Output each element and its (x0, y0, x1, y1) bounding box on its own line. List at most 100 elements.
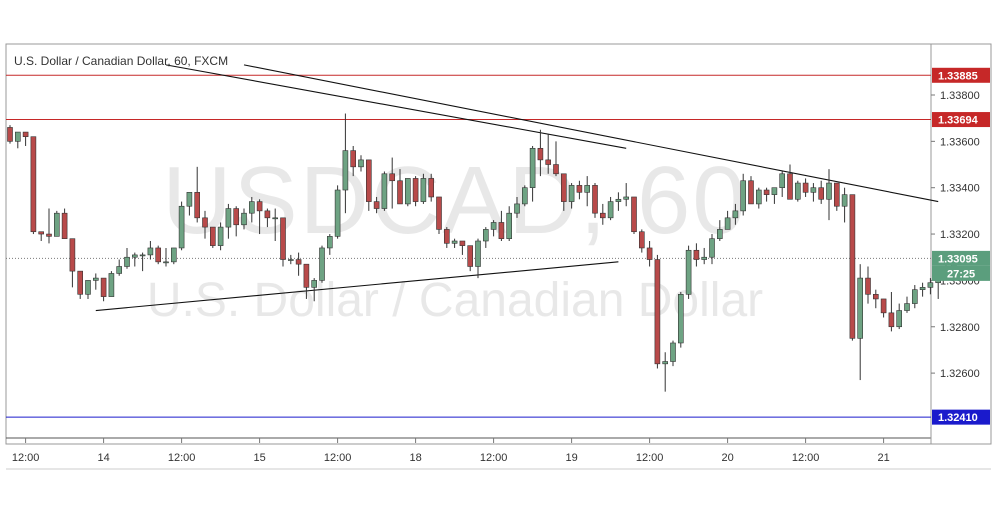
candle-body (287, 259, 294, 261)
countdown-box (932, 265, 990, 281)
candle-body (443, 229, 450, 244)
candle-body (202, 217, 208, 228)
watermark: USDCAD, 60 U.S. Dollar / Canadian Dollar (147, 147, 763, 327)
candle-body (15, 131, 21, 142)
x-tick-label: 12:00 (324, 452, 352, 464)
candle-body (857, 277, 864, 339)
candle-body (849, 194, 856, 339)
trendline (243, 64, 939, 203)
candle-body (264, 210, 271, 219)
x-tick-label: 19 (565, 452, 577, 464)
candle-body (818, 187, 825, 200)
candle-body (545, 159, 552, 165)
candle-body (623, 196, 630, 200)
candle-body (482, 229, 489, 242)
candle-body (475, 240, 481, 267)
candle-body (865, 277, 871, 295)
candle-body (911, 289, 918, 304)
x-tick-label: 12:00 (792, 452, 820, 464)
candle-body (677, 294, 684, 344)
candle-body (716, 229, 723, 239)
candle-body (599, 212, 606, 219)
candle-body (755, 189, 762, 205)
candle-body (787, 173, 793, 200)
candle-body (638, 231, 645, 249)
level-badge-label: 1.33694 (938, 115, 979, 127)
candle-body (319, 247, 325, 281)
watermark-symbol: USDCAD, 60 (162, 147, 748, 254)
candle-body (404, 178, 411, 205)
candle-body (326, 236, 333, 249)
candle-body (670, 342, 676, 362)
level-badge-box (932, 112, 990, 128)
price-scale-frame (930, 43, 992, 445)
candle-body (490, 222, 497, 230)
candle-body (459, 240, 466, 246)
candle-body (85, 280, 91, 295)
candle-body (116, 266, 122, 274)
candle-body (358, 159, 364, 168)
candle-body (537, 147, 544, 161)
candle-body (740, 180, 747, 212)
candle-body (560, 173, 567, 202)
candle-body (615, 198, 622, 202)
candle-body (521, 187, 528, 205)
candle-body (124, 256, 130, 267)
y-tick-label: 1.33200 (940, 229, 980, 241)
candle-body (568, 185, 575, 202)
candle-body (147, 247, 154, 256)
candle-body (100, 277, 107, 297)
candle-body (108, 273, 115, 297)
candle-body (30, 136, 37, 233)
candle-body (139, 254, 146, 257)
candle-body (529, 147, 536, 188)
candle-body (342, 150, 349, 191)
candle-body (631, 196, 637, 233)
candle-body (365, 159, 372, 202)
candle-body (506, 212, 513, 239)
candle-body (53, 212, 60, 237)
x-axis-ticks: 12:00 14 12:00 15 12:00 18 12:00 19 12:00 20 12:00… (12, 438, 890, 464)
candle-body (381, 173, 388, 209)
current-price-badge-label: 1.33095 (938, 253, 978, 265)
candle-body (662, 361, 669, 365)
chart-title: U.S. Dollar / Canadian Dollar, 60, FXCM (14, 54, 228, 68)
candle-body (163, 261, 169, 264)
candle-body (826, 182, 832, 200)
candle-body (397, 180, 403, 205)
trendlines (95, 64, 939, 312)
candle-body (171, 247, 177, 263)
candle-body (7, 127, 13, 142)
candle-body (412, 178, 419, 202)
candle-body (514, 203, 520, 214)
level-badge-label: 1.33885 (938, 70, 978, 82)
candle-body (771, 187, 778, 195)
plot-frame (5, 43, 992, 470)
candle-body (654, 259, 661, 365)
candle-body (888, 312, 895, 328)
candle-body (22, 131, 29, 138)
candle-body (576, 185, 583, 193)
x-tick-label: 20 (721, 452, 733, 464)
y-tick-label: 1.33400 (940, 183, 980, 195)
candle-body (779, 173, 786, 188)
candle-body (311, 280, 318, 288)
candle-body (872, 294, 879, 300)
candle-body (646, 247, 653, 260)
x-tick-label: 14 (97, 452, 109, 464)
candle-body (373, 201, 380, 209)
candle-body (46, 233, 52, 237)
candle-body (693, 249, 700, 260)
candle-body (607, 201, 614, 219)
x-tick-label: 12:00 (636, 452, 664, 464)
candle-body (334, 189, 341, 237)
candle-body (553, 164, 559, 175)
candle-body (225, 208, 232, 228)
candle-body (210, 226, 216, 246)
y-tick-label: 1.32800 (940, 322, 980, 334)
current-price-badge-box (932, 250, 990, 266)
trendline (95, 261, 619, 312)
candle-body (194, 192, 200, 219)
candle-body (178, 205, 185, 249)
